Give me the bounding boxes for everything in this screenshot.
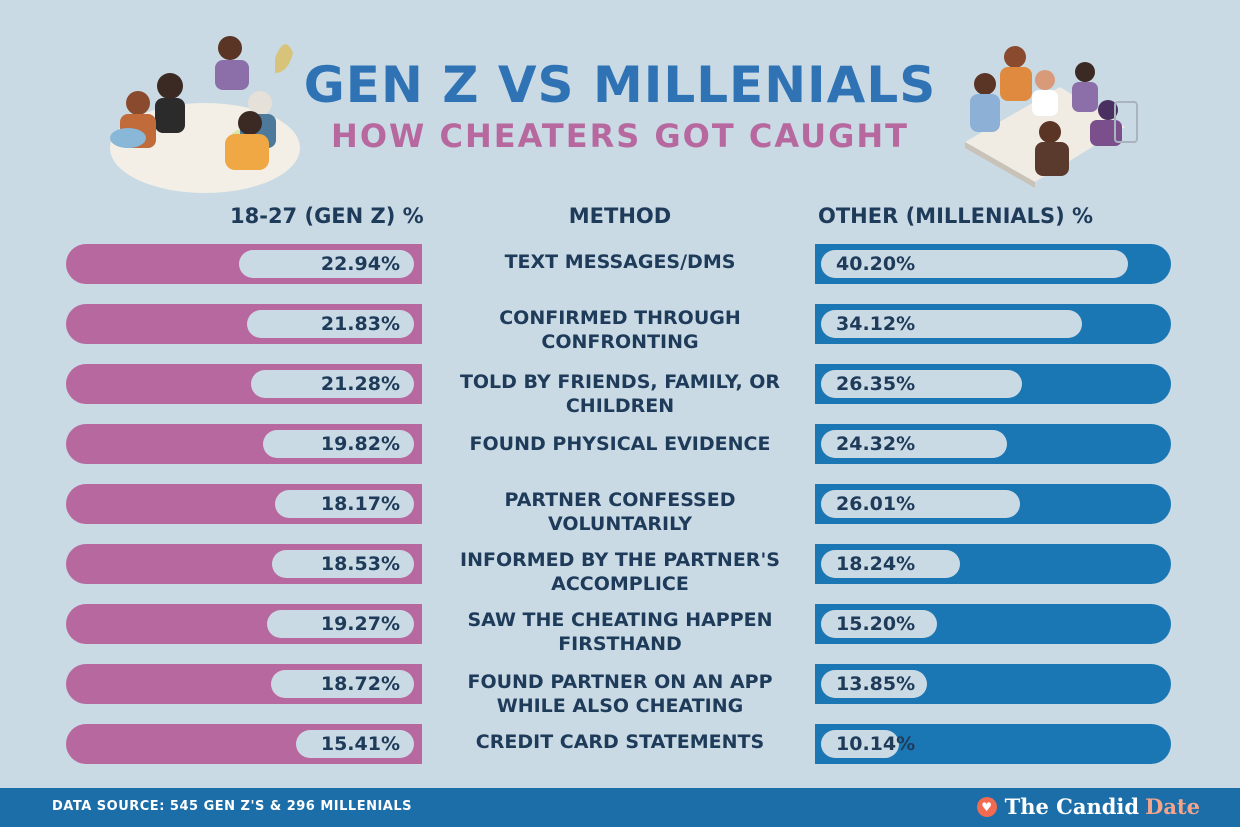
gen-z-value-label: 21.28% — [320, 373, 400, 395]
millennials-bar: 15.20% — [815, 604, 1171, 644]
gen-z-value-label: 18.53% — [320, 553, 400, 575]
method-label: PARTNER CONFESSED VOLUNTARILY — [504, 489, 736, 535]
heart-icon: ♥ — [976, 796, 997, 817]
millennials-bar: 26.35% — [815, 364, 1171, 404]
millennials-value-pill: 40.20% — [821, 250, 1129, 278]
millennials-bar: 34.12% — [815, 304, 1171, 344]
page-subtitle: HOW CHEATERS GOT CAUGHT — [331, 117, 909, 155]
gen-z-value-label: 19.27% — [320, 613, 400, 635]
table-row: 15.41% CREDIT CARD STATEMENTS 10.14% — [0, 724, 1240, 768]
data-source-note: DATA SOURCE: 545 GEN Z'S & 296 MILLENIAL… — [52, 799, 412, 814]
millennials-value-pill: 18.24% — [821, 550, 961, 578]
method-label: INFORMED BY THE PARTNER'S ACCOMPLICE — [460, 549, 780, 595]
millennials-value-pill: 13.85% — [821, 670, 927, 698]
gen-z-bar: 19.82% — [66, 424, 422, 464]
millennials-value-label: 34.12% — [836, 313, 916, 335]
millennials-value-pill: 24.32% — [821, 430, 1007, 458]
gen-z-bar: 21.28% — [66, 364, 422, 404]
method-label: TOLD BY FRIENDS, FAMILY, OR CHILDREN — [459, 371, 781, 417]
millennials-value-label: 10.14% — [836, 733, 916, 755]
gen-z-value-pill: 21.28% — [251, 370, 414, 398]
brand-logo: ♥ The Candid Date — [976, 794, 1200, 819]
gen-z-value-label: 22.94% — [320, 253, 400, 275]
meeting-table-illustration — [965, 46, 1138, 188]
millennials-value-label: 26.01% — [836, 493, 916, 515]
millennials-value-label: 15.20% — [836, 613, 916, 635]
gen-z-value-label: 18.17% — [320, 493, 400, 515]
millennials-value-label: 24.32% — [836, 433, 916, 455]
method-label: FOUND PHYSICAL EVIDENCE — [469, 433, 771, 455]
table-row: 21.28% TOLD BY FRIENDS, FAMILY, OR CHILDR… — [0, 364, 1240, 417]
footer-bar: DATA SOURCE: 545 GEN Z'S & 296 MILLENIAL… — [0, 788, 1240, 827]
gen-z-value-label: 19.82% — [320, 433, 400, 455]
millennials-value-pill: 10.14% — [821, 730, 915, 758]
gen-z-value-pill: 18.17% — [275, 490, 414, 518]
table-row: 18.53% INFORMED BY THE PARTNER'S ACCOMPLI… — [0, 544, 1240, 595]
gen-z-value-pill: 19.82% — [262, 430, 414, 458]
gen-z-value-pill: 22.94% — [238, 250, 414, 278]
millennials-value-label: 26.35% — [836, 373, 916, 395]
millennials-value-pill: 26.35% — [821, 370, 1023, 398]
table-row: 22.94% TEXT MESSAGES/DMS 40.20% — [0, 244, 1240, 288]
table-row: 18.17% PARTNER CONFESSED VOLUNTARILY 26.01… — [0, 484, 1240, 535]
gen-z-value-pill: 18.53% — [272, 550, 414, 578]
table-row: 18.72% FOUND PARTNER ON AN APP WHILE ALSO… — [0, 664, 1240, 717]
millennials-value-pill: 34.12% — [821, 310, 1082, 338]
gen-z-value-label: 18.72% — [320, 673, 400, 695]
method-label: CREDIT CARD STATEMENTS — [475, 731, 765, 753]
millennials-value-label: 40.20% — [836, 253, 916, 275]
millennials-bar: 24.32% — [815, 424, 1171, 464]
gen-z-bar: 19.27% — [66, 604, 422, 644]
gen-z-value-pill: 19.27% — [266, 610, 414, 638]
gen-z-bar: 18.17% — [66, 484, 422, 524]
gen-z-bar: 15.41% — [66, 724, 422, 764]
column-header-gen-z: 18-27 (GEN Z) % — [230, 204, 424, 228]
gen-z-bar: 21.83% — [66, 304, 422, 344]
gen-z-value-label: 15.41% — [320, 733, 400, 755]
millennials-bar: 18.24% — [815, 544, 1171, 584]
millennials-bar: 40.20% — [815, 244, 1171, 284]
gen-z-bar: 18.53% — [66, 544, 422, 584]
millennials-value-pill: 26.01% — [821, 490, 1020, 518]
column-header-method: METHOD — [568, 204, 672, 228]
table-row: 19.27% SAW THE CHEATING HAPPEN FIRSTHAND 1… — [0, 604, 1240, 655]
brand-name-accent: Date — [1145, 794, 1200, 819]
table-row: 19.82% FOUND PHYSICAL EVIDENCE 24.32% — [0, 424, 1240, 468]
millennials-bar: 10.14% — [815, 724, 1171, 764]
gen-z-bar: 18.72% — [66, 664, 422, 704]
millennials-value-label: 18.24% — [836, 553, 916, 575]
method-label: FOUND PARTNER ON AN APP WHILE ALSO CHEAT… — [467, 671, 773, 717]
method-label: TEXT MESSAGES/DMS — [504, 251, 736, 273]
millennials-value-pill: 15.20% — [821, 610, 938, 638]
millennials-bar: 26.01% — [815, 484, 1171, 524]
group-sitting-illustration — [110, 36, 300, 193]
table-row: 21.83% CONFIRMED THROUGH CONFRONTING 34.12… — [0, 304, 1240, 353]
column-header-millennials: OTHER (MILLENIALS) % — [818, 204, 1094, 228]
gen-z-value-label: 21.83% — [320, 313, 400, 335]
millennials-value-label: 13.85% — [836, 673, 916, 695]
gen-z-value-pill: 15.41% — [296, 730, 414, 758]
millennials-bar: 13.85% — [815, 664, 1171, 704]
gen-z-bar: 22.94% — [66, 244, 422, 284]
gen-z-value-pill: 18.72% — [270, 670, 414, 698]
page-title: GEN Z VS MILLENIALS — [303, 56, 937, 114]
brand-name: The Candid — [1004, 794, 1140, 819]
gen-z-value-pill: 21.83% — [247, 310, 414, 338]
method-label: CONFIRMED THROUGH CONFRONTING — [499, 307, 741, 353]
method-label: SAW THE CHEATING HAPPEN FIRSTHAND — [467, 609, 773, 655]
